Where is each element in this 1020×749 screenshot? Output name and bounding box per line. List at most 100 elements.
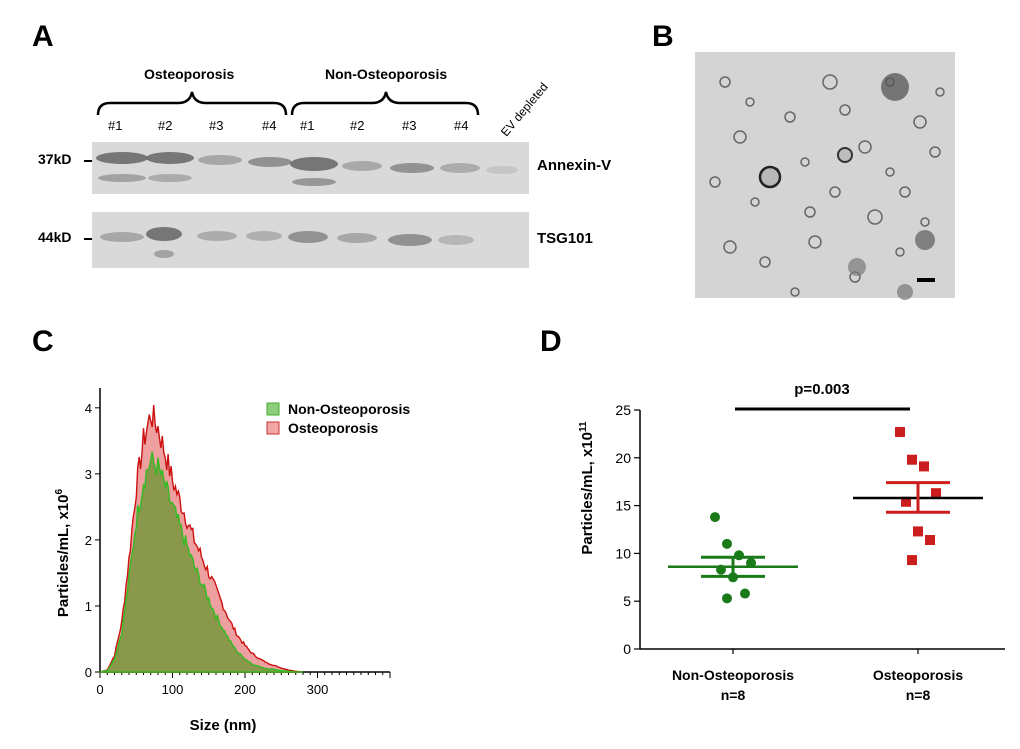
band: [342, 161, 382, 171]
data-point-osteoporosis: [925, 535, 935, 546]
group-label-non-osteoporosis: Non-Osteoporosis: [325, 66, 448, 82]
lane-label: #3: [209, 118, 224, 133]
panel-label-d: D: [540, 325, 562, 358]
particle-count-chart: 0 5 10 15 20 25 Particles/mL, x1011 p=0.003 N…: [578, 381, 1005, 703]
data-point-non-osteoporosis: [734, 550, 744, 561]
size-distribution-chart: 0 100 200 300 0 1 2 3 4 Size (nm) Particles/mL, …: [54, 388, 410, 734]
x-tick-label: 100: [162, 682, 184, 697]
y-tick-label: 10: [615, 545, 631, 561]
band: [198, 155, 242, 165]
lane-label-ev-depleted: EV depleted: [498, 79, 551, 139]
y-tick-label: 5: [623, 593, 631, 609]
band: [246, 231, 282, 241]
y-tick-label: 0: [623, 641, 631, 657]
vesicle-large: [758, 165, 782, 189]
lane-label: #2: [158, 118, 173, 133]
group-label-osteoporosis: Osteoporosis: [873, 667, 963, 683]
vesicle-cluster: [848, 258, 866, 276]
annexin-bands: [96, 152, 518, 186]
legend-label-osteoporosis: Osteoporosis: [288, 420, 378, 436]
data-point-non-osteoporosis: [746, 557, 756, 568]
band: [146, 227, 182, 241]
axes: [634, 409, 1005, 654]
data-point-osteoporosis: [913, 526, 923, 537]
vesicle-cluster: [897, 284, 913, 300]
y-tick-label: 15: [615, 498, 631, 514]
y-tick-label: 3: [85, 467, 92, 482]
legend-swatch-osteoporosis: [266, 421, 280, 435]
tem-micrograph: [695, 52, 955, 300]
legend-label-non-osteoporosis: Non-Osteoporosis: [288, 401, 410, 417]
band: [438, 235, 474, 245]
band: [100, 232, 144, 242]
mw-tick: [84, 238, 92, 240]
data-point-non-osteoporosis: [722, 593, 732, 604]
panel-label-b: B: [652, 20, 674, 53]
x-tick-label: 300: [307, 682, 329, 697]
band: [248, 157, 292, 167]
y-tick-label: 20: [615, 450, 631, 466]
data-point-non-osteoporosis: [722, 538, 732, 549]
bracket-osteoporosis: [96, 91, 288, 116]
lane-label: #3: [402, 118, 417, 133]
group-label-osteoporosis: Osteoporosis: [144, 66, 235, 82]
mw-marker-37kd: 37kD: [38, 151, 72, 167]
data-point-osteoporosis: [907, 454, 917, 465]
band: [388, 234, 432, 246]
lane-label: #2: [350, 118, 365, 133]
x-tick-label: 200: [234, 682, 256, 697]
band: [440, 163, 480, 173]
blot-strip-annexin: [92, 142, 529, 194]
band: [288, 231, 328, 243]
tick-labels: 0 5 10 15 20 25: [615, 402, 631, 657]
panel-label-c: C: [32, 325, 54, 358]
band: [290, 157, 338, 171]
group-n-osteoporosis: n=8: [906, 687, 931, 703]
group-n-non-osteoporosis: n=8: [721, 687, 746, 703]
band: [292, 178, 336, 186]
band: [96, 152, 148, 164]
area-non-osteoporosis: [99, 451, 303, 673]
vesicle-particles: [709, 74, 945, 297]
data-point-non-osteoporosis: [710, 512, 720, 523]
data-point-osteoporosis: [901, 496, 911, 507]
lane-label: #4: [454, 118, 469, 133]
data-point-non-osteoporosis: [740, 588, 750, 599]
legend-swatch-non-osteoporosis: [266, 402, 280, 416]
vesicle-cluster: [915, 230, 935, 250]
group-label-non-osteoporosis: Non-Osteoporosis: [672, 667, 794, 683]
lane-label: #1: [300, 118, 315, 133]
protein-label-annexin: Annexin-V: [537, 157, 612, 174]
data-point-osteoporosis: [919, 461, 929, 472]
x-axis-label: Size (nm): [190, 717, 257, 734]
legend: Non-Osteoporosis Osteoporosis: [266, 401, 410, 436]
vesicle-large: [837, 147, 853, 163]
band: [98, 174, 146, 182]
data-point-osteoporosis: [931, 488, 941, 499]
protein-label-tsg101: TSG101: [537, 230, 593, 247]
mw-marker-44kd: 44kD: [38, 229, 72, 245]
y-tick-label: 0: [85, 665, 92, 680]
area-series: [99, 404, 304, 673]
tick-labels: 0 100 200 300 0 1 2 3 4: [85, 401, 329, 697]
data-points: [668, 426, 983, 604]
panel-label-a: A: [32, 20, 54, 53]
band: [337, 233, 377, 243]
y-axis-label: Particles/mL, x1011: [578, 421, 596, 555]
data-point-osteoporosis: [907, 555, 917, 566]
group-brackets: [96, 91, 480, 116]
tsg101-bands: [100, 227, 474, 258]
lane-label: #1: [108, 118, 123, 133]
data-point-osteoporosis: [895, 426, 905, 437]
band: [390, 163, 434, 173]
y-axis-label: Particles/mL, x106: [54, 488, 72, 617]
lane-label: #4: [262, 118, 277, 133]
bracket-non-osteoporosis: [290, 91, 480, 116]
mw-tick: [84, 160, 92, 162]
scale-bar: [917, 278, 935, 282]
p-value-annotation: p=0.003: [794, 381, 849, 398]
band: [486, 166, 518, 174]
band: [197, 231, 237, 241]
blot-strip-tsg101: [92, 212, 529, 268]
y-tick-label: 25: [615, 402, 631, 418]
